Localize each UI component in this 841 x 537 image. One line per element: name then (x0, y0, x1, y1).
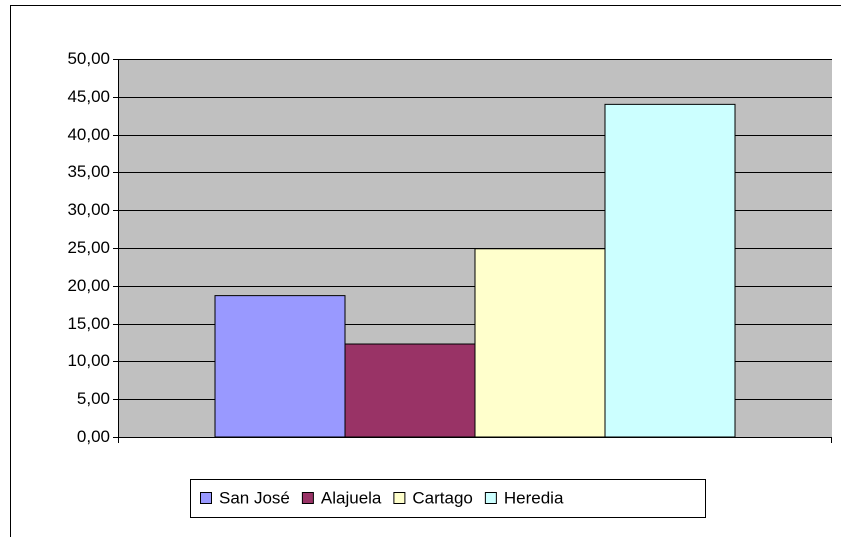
legend-swatch (484, 492, 497, 504)
y-tick-label: 0,00 (77, 427, 110, 446)
y-tick-label: 30,00 (67, 200, 110, 219)
y-tick-label: 45,00 (67, 87, 110, 106)
legend-label: San José (219, 488, 290, 507)
bar (344, 343, 476, 438)
legend-swatch (301, 492, 314, 504)
legend-label: Alajuela (321, 488, 382, 507)
legend-swatch (393, 492, 406, 504)
legend-label: Cartago (412, 488, 472, 507)
y-tick-label: 15,00 (67, 314, 110, 333)
y-tick-label: 40,00 (67, 125, 110, 144)
y-tick-label: 35,00 (67, 162, 110, 181)
legend-swatch (200, 492, 212, 504)
y-tick-label: 5,00 (77, 389, 110, 408)
bar (474, 248, 606, 438)
legend-label: Heredia (504, 488, 564, 507)
chart-frame (10, 5, 841, 537)
bar (604, 103, 736, 438)
y-tick-label: 25,00 (67, 238, 110, 257)
y-tick-label: 10,00 (67, 351, 110, 370)
y-tick-label: 50,00 (67, 49, 110, 68)
y-tick-label: 20,00 (67, 276, 110, 295)
legend-box (190, 479, 706, 518)
bar (214, 295, 346, 438)
